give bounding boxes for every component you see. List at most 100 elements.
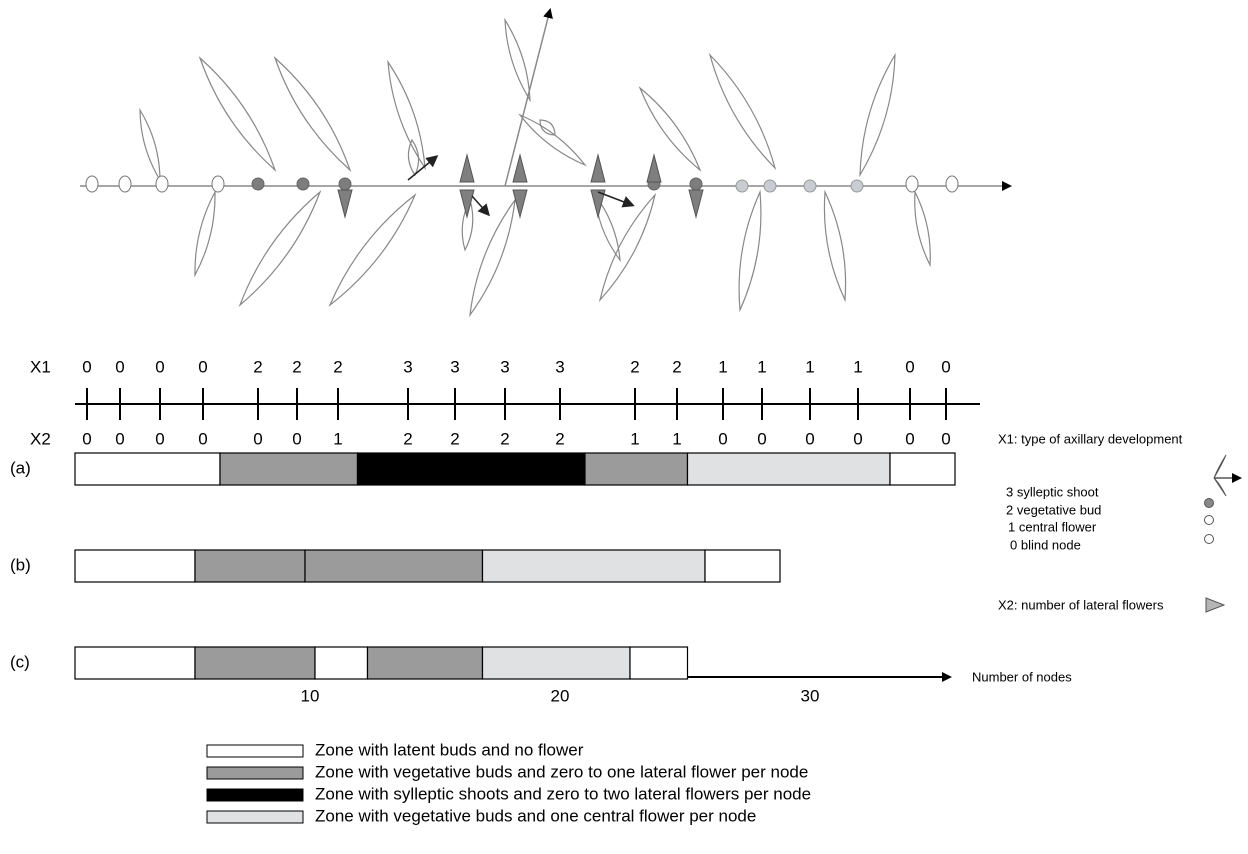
x2-value: 0 — [115, 429, 124, 448]
x2-value: 0 — [82, 429, 91, 448]
lateral-flower — [591, 155, 605, 182]
x1-value: 1 — [718, 357, 727, 376]
x1-value: 1 — [757, 357, 766, 376]
x1-value: 2 — [292, 357, 301, 376]
blind-node — [119, 176, 131, 192]
key-icons — [1205, 455, 1241, 612]
central-flower — [804, 180, 816, 192]
leaf — [824, 192, 845, 300]
x2-label: X2 — [30, 429, 51, 448]
vegetative-bud — [690, 178, 702, 190]
legend-label: Zone with latent buds and no flower — [315, 740, 584, 759]
legend-swatch — [207, 767, 303, 779]
x2-value: 0 — [905, 429, 914, 448]
x2-value: 1 — [672, 429, 681, 448]
key-item: 2 vegetative bud — [1006, 502, 1101, 517]
leaf — [710, 55, 775, 168]
x2-value: 0 — [155, 429, 164, 448]
x2-value: 0 — [718, 429, 727, 448]
zone-segment — [705, 550, 780, 582]
axis-tick-label: 30 — [801, 686, 820, 705]
key-item: 3 sylleptic shoot — [1006, 484, 1099, 499]
leaf — [600, 195, 655, 300]
leaf — [195, 192, 215, 275]
legend-swatch — [207, 745, 303, 757]
leaf — [739, 192, 761, 310]
zone-segment — [75, 453, 220, 485]
blind-node — [212, 176, 224, 192]
zone-segment — [890, 453, 955, 485]
leaf — [915, 192, 931, 265]
central-flower — [764, 180, 776, 192]
leaf — [200, 58, 275, 170]
x2-value: 1 — [333, 429, 342, 448]
blind-node — [906, 176, 918, 192]
leaf — [540, 120, 555, 135]
leaf — [240, 192, 320, 305]
x1-value: 2 — [333, 357, 342, 376]
central-flower — [736, 180, 748, 192]
zone-segment — [195, 550, 305, 582]
x2-value: 0 — [805, 429, 814, 448]
vegetative-bud — [297, 178, 309, 190]
x2-value: 2 — [555, 429, 564, 448]
zone-segment — [195, 647, 315, 679]
zone-segment — [368, 647, 483, 679]
central-flower — [851, 180, 863, 192]
x1-value: 3 — [500, 357, 509, 376]
leaf — [330, 195, 415, 305]
x1-value: 3 — [450, 357, 459, 376]
sylleptic-shoot — [408, 157, 436, 180]
sylleptic-shoot — [472, 196, 488, 214]
x2-value: 2 — [450, 429, 459, 448]
x1-label: X1 — [30, 357, 51, 376]
leaf — [860, 55, 895, 175]
legend-swatch — [207, 811, 303, 823]
lateral-flower — [460, 155, 474, 182]
row-label: (b) — [10, 555, 31, 574]
x1-value: 0 — [905, 357, 914, 376]
x1-value: 2 — [253, 357, 262, 376]
legend-swatch — [207, 789, 303, 801]
x2-value: 2 — [500, 429, 509, 448]
legend-label: Zone with sylleptic shoots and zero to t… — [315, 784, 811, 803]
leaf — [388, 62, 425, 168]
lateral-flower — [647, 155, 661, 182]
legend: Zone with latent buds and no flower Zone … — [207, 740, 811, 825]
x1-value: 2 — [630, 357, 639, 376]
blind-node — [156, 176, 168, 192]
x2-value: 0 — [292, 429, 301, 448]
leaf — [140, 110, 160, 180]
row-label: (a) — [10, 458, 31, 477]
vegetative-bud — [339, 178, 351, 190]
vegetative-bud — [252, 178, 264, 190]
legend-label: Zone with vegetative buds and one centra… — [315, 806, 756, 825]
legend-label: Zone with vegetative buds and zero to on… — [315, 762, 808, 781]
zone-segment — [585, 453, 688, 485]
blind-node — [946, 176, 958, 192]
leaf — [520, 115, 585, 165]
x1-value: 3 — [403, 357, 412, 376]
axis-tick-label: 10 — [301, 686, 320, 705]
zone-rows: (a)(b)(c) — [10, 453, 955, 679]
lateral-flower — [513, 155, 527, 182]
x2-value: 2 — [403, 429, 412, 448]
x1-value: 1 — [853, 357, 862, 376]
x1-value: 0 — [198, 357, 207, 376]
zone-segment — [688, 453, 891, 485]
x1-value: 0 — [155, 357, 164, 376]
x2-value: 0 — [253, 429, 262, 448]
axis-label: Number of nodes — [972, 669, 1072, 684]
x2-value: 1 — [630, 429, 639, 448]
zone-segment — [75, 550, 195, 582]
zone-segment — [358, 453, 586, 485]
x2-value: 0 — [853, 429, 862, 448]
plant-drawing — [80, 10, 1010, 315]
key-x1-title: X1: type of axillary development — [998, 431, 1183, 446]
zone-segment — [315, 647, 368, 679]
leaf — [505, 20, 530, 100]
zone-segment — [483, 550, 706, 582]
key-item: 0 blind node — [1010, 537, 1081, 552]
leaf — [470, 200, 515, 315]
zone-segment — [483, 647, 631, 679]
